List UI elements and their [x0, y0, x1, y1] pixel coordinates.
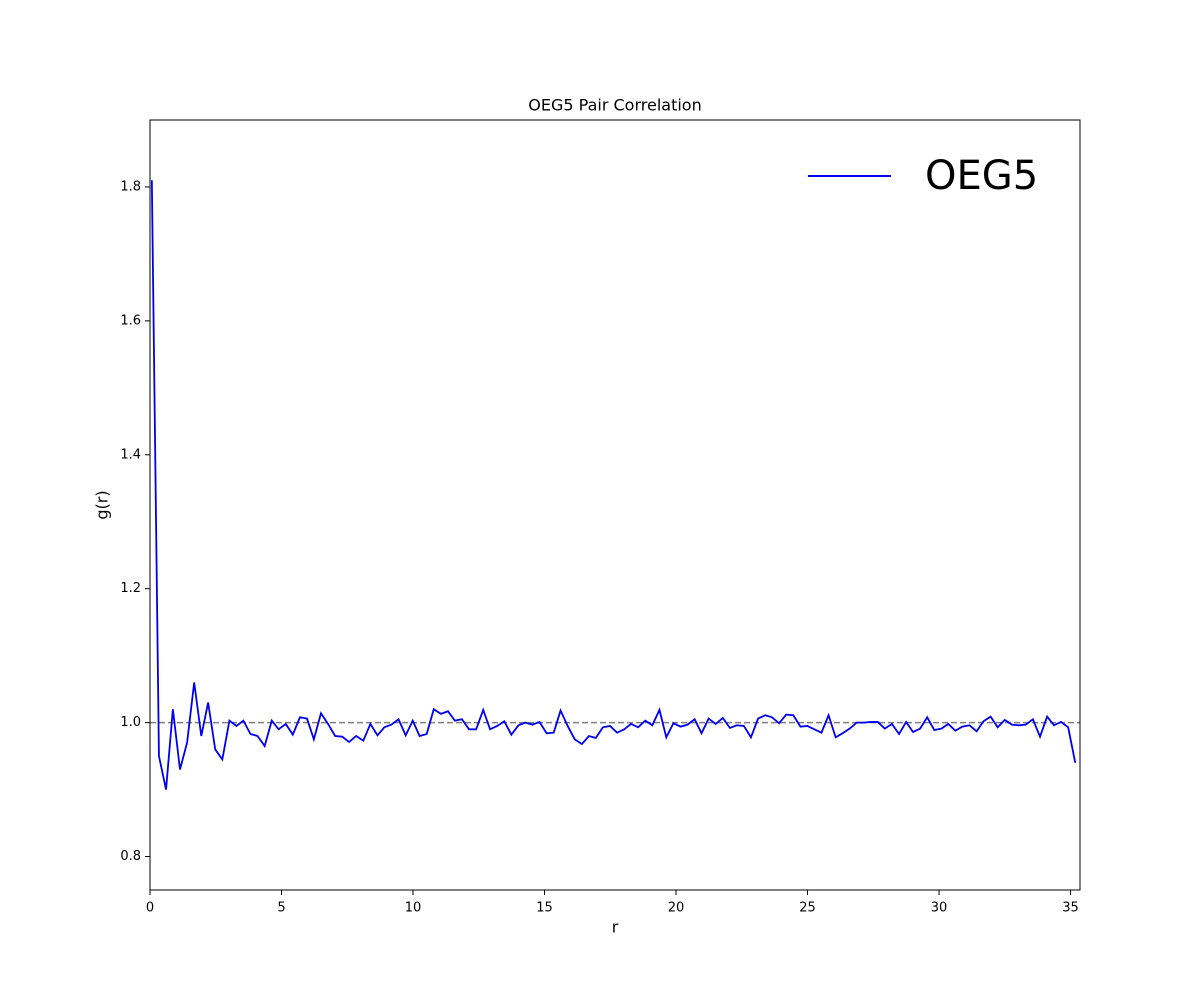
y-tick-label: 1.4: [120, 447, 141, 462]
x-tick-label: 25: [799, 901, 816, 916]
y-tick-label: 1.8: [120, 179, 141, 194]
x-tick-label: 20: [668, 901, 685, 916]
x-tick-label: 10: [405, 901, 422, 916]
chart-title: OEG5 Pair Correlation: [528, 96, 701, 115]
x-axis-label: r: [612, 918, 619, 937]
x-tick-label: 35: [1062, 901, 1079, 916]
x-tick-label: 5: [277, 901, 285, 916]
legend-label: OEG5: [925, 153, 1038, 199]
x-tick-label: 30: [931, 901, 948, 916]
data-line: [150, 180, 1077, 790]
y-tick-label: 1.2: [120, 581, 141, 596]
y-tick-label: 1.0: [120, 715, 141, 730]
y-axis-label: g(r): [93, 490, 112, 519]
y-tick-label: 1.6: [120, 313, 141, 328]
y-tick-label: 0.8: [120, 849, 141, 864]
x-tick-label: 0: [146, 901, 154, 916]
plot-frame: [149, 119, 1081, 891]
x-tick-label: 15: [536, 901, 553, 916]
